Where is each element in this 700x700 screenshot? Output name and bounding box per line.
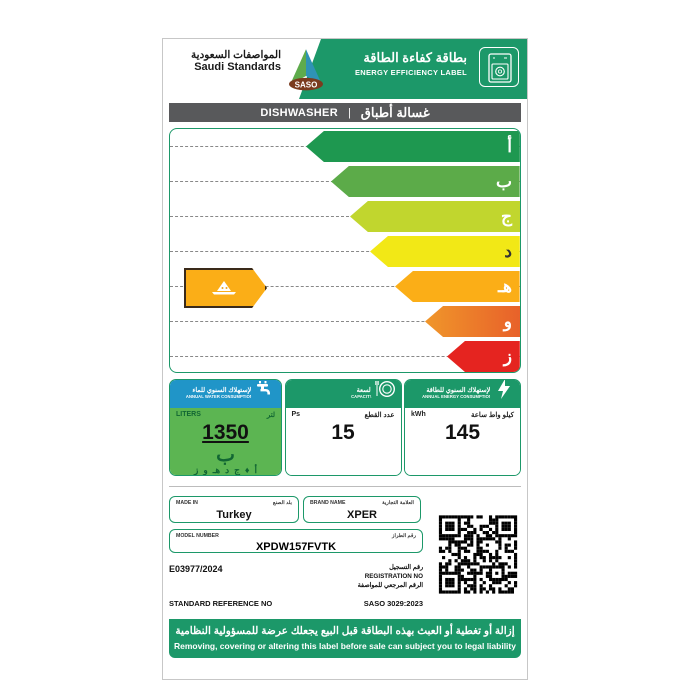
svg-text:SASO: SASO xyxy=(295,81,318,90)
